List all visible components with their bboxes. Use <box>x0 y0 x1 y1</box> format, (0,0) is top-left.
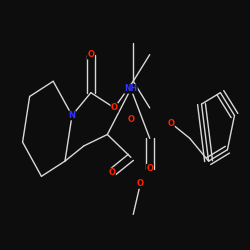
Text: O: O <box>146 164 153 173</box>
Text: O: O <box>137 180 144 188</box>
Text: O: O <box>108 168 116 177</box>
Text: O: O <box>128 115 134 124</box>
Text: O: O <box>168 118 174 128</box>
Text: N: N <box>68 111 75 120</box>
Text: O: O <box>111 104 118 112</box>
Text: NH: NH <box>124 84 138 93</box>
Text: O: O <box>87 50 94 59</box>
